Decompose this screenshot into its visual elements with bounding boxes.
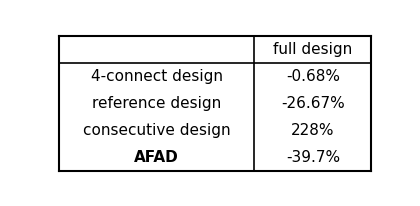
Text: -0.68%: -0.68% [286,69,340,84]
Text: -26.67%: -26.67% [281,96,345,111]
Text: consecutive design: consecutive design [83,123,231,138]
Text: -39.7%: -39.7% [286,150,340,165]
Text: AFAD: AFAD [134,150,179,165]
Text: full design: full design [273,42,352,57]
Text: 228%: 228% [291,123,335,138]
Text: reference design: reference design [92,96,221,111]
Text: 4-connect design: 4-connect design [91,69,223,84]
